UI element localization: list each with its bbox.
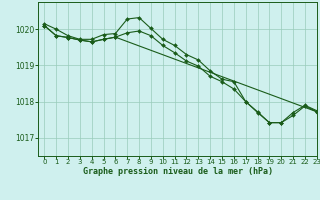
X-axis label: Graphe pression niveau de la mer (hPa): Graphe pression niveau de la mer (hPa) bbox=[83, 167, 273, 176]
